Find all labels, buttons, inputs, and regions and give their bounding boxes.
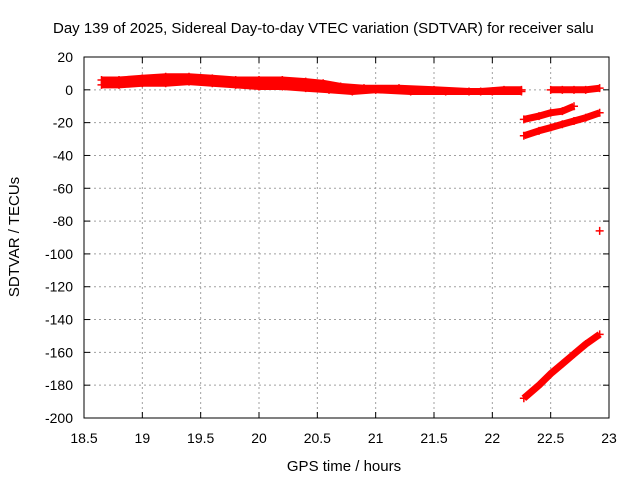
data-series [519, 330, 604, 403]
data-point [161, 79, 170, 88]
data-point [500, 85, 508, 94]
y-tick-label: -60 [53, 180, 73, 196]
data-point [581, 85, 590, 94]
x-tick-label: 22.5 [537, 430, 564, 446]
data-point [208, 79, 217, 88]
data-point [570, 85, 578, 94]
data-point [231, 80, 240, 89]
x-tick-label: 22 [485, 430, 501, 446]
data-point [570, 350, 578, 359]
data-point [581, 340, 590, 349]
data-point [558, 107, 567, 116]
x-tick-label: 20.5 [304, 430, 331, 446]
data-point [138, 79, 147, 88]
data-point [348, 87, 357, 96]
axis-ticks [83, 56, 610, 419]
y-tick-label: -200 [45, 410, 73, 426]
data-points [97, 72, 604, 403]
grid-lines [84, 57, 609, 418]
y-tick-label: -180 [45, 377, 73, 393]
x-tick-label: 18.5 [70, 430, 97, 446]
data-point [517, 85, 526, 94]
data-point [325, 85, 333, 94]
data-point [595, 84, 604, 93]
data-series [546, 84, 604, 94]
y-tick-label: -20 [53, 115, 73, 131]
y-tick-label: 0 [65, 82, 73, 98]
x-tick-labels: 18.5 19 19.5 20 20.5 21 21.5 22 22.5 23 [70, 430, 617, 446]
plot-frame [83, 56, 610, 419]
data-point [595, 330, 604, 339]
data-point [595, 226, 604, 235]
y-axis-label: SDTVAR / TECUs [6, 177, 23, 297]
data-point [558, 85, 567, 94]
data-point [519, 394, 528, 403]
x-tick-label: 19 [135, 430, 151, 446]
data-point [441, 87, 450, 96]
chart-title: Day 139 of 2025, Sidereal Day-to-day VTE… [53, 20, 594, 37]
x-tick-label: 20 [251, 430, 267, 446]
data-point [97, 80, 106, 89]
y-tick-label: 20 [57, 49, 73, 65]
x-axis-label: GPS time / hours [287, 458, 401, 475]
data-point [519, 115, 528, 124]
data-series [519, 108, 604, 140]
data-point [595, 108, 604, 117]
data-point [519, 131, 528, 140]
data-point [546, 85, 555, 94]
data-point [476, 87, 485, 96]
y-tick-label: -40 [53, 147, 73, 163]
y-tick-label: -120 [45, 279, 73, 295]
data-point [558, 120, 567, 129]
x-tick-label: 23 [601, 430, 617, 446]
data-point [535, 112, 543, 121]
data-series [595, 226, 604, 235]
data-point [570, 116, 578, 125]
data-point [115, 80, 123, 89]
data-point [406, 87, 415, 96]
data-point [371, 85, 380, 94]
x-tick-label: 21 [368, 430, 384, 446]
data-point [185, 77, 193, 86]
data-point [535, 126, 543, 135]
data-series [97, 77, 526, 96]
data-point [546, 108, 555, 117]
data-point [301, 84, 310, 93]
data-series [519, 102, 578, 124]
x-tick-label: 21.5 [420, 430, 447, 446]
y-tick-label: -100 [45, 246, 73, 262]
y-tick-label: -80 [53, 213, 73, 229]
y-tick-labels: 20 0 -20 -40 -60 -80 -100 -120 -140 -160 -180 -200 [45, 49, 73, 426]
data-point [255, 82, 263, 91]
data-point [535, 381, 543, 390]
data-point [570, 102, 578, 111]
data-point [546, 123, 555, 132]
data-point [558, 359, 567, 368]
data-point [546, 369, 555, 378]
x-tick-label: 19.5 [187, 430, 214, 446]
y-tick-label: -160 [45, 344, 73, 360]
data-point [581, 113, 590, 122]
data-point [278, 82, 287, 91]
y-tick-label: -140 [45, 312, 73, 328]
